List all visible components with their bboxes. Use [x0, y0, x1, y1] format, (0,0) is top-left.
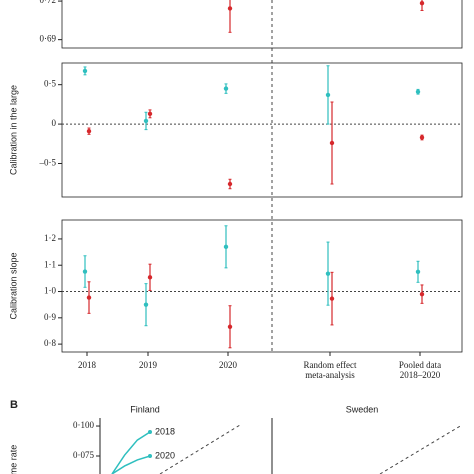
point: [227, 6, 233, 11]
point: [419, 0, 425, 6]
y-tick-label: 0·5: [44, 79, 56, 89]
point: [227, 324, 233, 329]
series-label: 2018: [155, 426, 175, 436]
y-axis-label: Calibration slope: [8, 252, 18, 319]
diagonal: [159, 424, 241, 474]
diagonal: [379, 424, 463, 474]
x-tick-label: 2018: [78, 360, 96, 370]
y-axis-label: me rate: [8, 445, 18, 474]
y-tick-label: 0·8: [44, 338, 56, 348]
point: [86, 128, 92, 134]
curve: [111, 455, 151, 474]
point: [415, 89, 421, 94]
point: [143, 302, 149, 307]
panel-title: Sweden: [346, 404, 379, 414]
y-tick-label: 0·075: [73, 450, 94, 460]
y-tick-label: 0·69: [40, 34, 57, 44]
y-axis-label: Calibration in the large: [8, 85, 18, 175]
point: [325, 92, 331, 98]
point: [147, 275, 153, 280]
x-tick-label-box: 2019: [139, 360, 157, 370]
x-tick-label: 2020: [219, 360, 237, 370]
point: [329, 296, 335, 301]
point: [82, 269, 88, 274]
end-point: [148, 454, 152, 459]
point: [419, 291, 425, 297]
point: [223, 86, 229, 91]
plot-frame: [61, 219, 463, 353]
y-tick-label: –0·5: [39, 158, 57, 168]
point: [329, 140, 335, 146]
x-tick-label: Random effect meta-analysis: [303, 360, 357, 380]
panel-label: B: [10, 399, 18, 411]
y-tick-label: 1·0: [44, 286, 56, 296]
point: [147, 111, 153, 117]
y-tick-label: 0·9: [44, 312, 56, 322]
x-tick-label: 2019: [139, 360, 157, 370]
point: [82, 68, 88, 74]
y-tick-label: 1·2: [44, 233, 56, 243]
point: [325, 271, 331, 276]
plot-frame: [61, 62, 463, 198]
point: [415, 269, 421, 275]
y-tick-label: 1·1: [44, 259, 56, 269]
plot-frame: [61, 0, 463, 49]
y-tick-label: 0·72: [40, 0, 57, 5]
point: [419, 135, 425, 140]
point: [227, 181, 233, 187]
point: [223, 244, 229, 250]
point: [143, 118, 149, 124]
x-tick-label-box: Pooled data 2018–2020: [398, 360, 442, 380]
x-tick-label-box: 2018: [78, 360, 96, 370]
y-tick-label: 0: [52, 118, 57, 128]
x-tick-label-box: Random effect meta-analysis: [303, 360, 357, 380]
y-tick-label: 0·100: [73, 420, 94, 430]
point: [86, 295, 92, 300]
x-tick-label-box: 2020: [219, 360, 237, 370]
series-label: 2020: [155, 450, 175, 460]
end-point: [148, 430, 152, 435]
x-tick-label: Pooled data 2018–2020: [398, 360, 442, 380]
panel-title: Finland: [130, 404, 160, 414]
curve: [111, 431, 151, 474]
